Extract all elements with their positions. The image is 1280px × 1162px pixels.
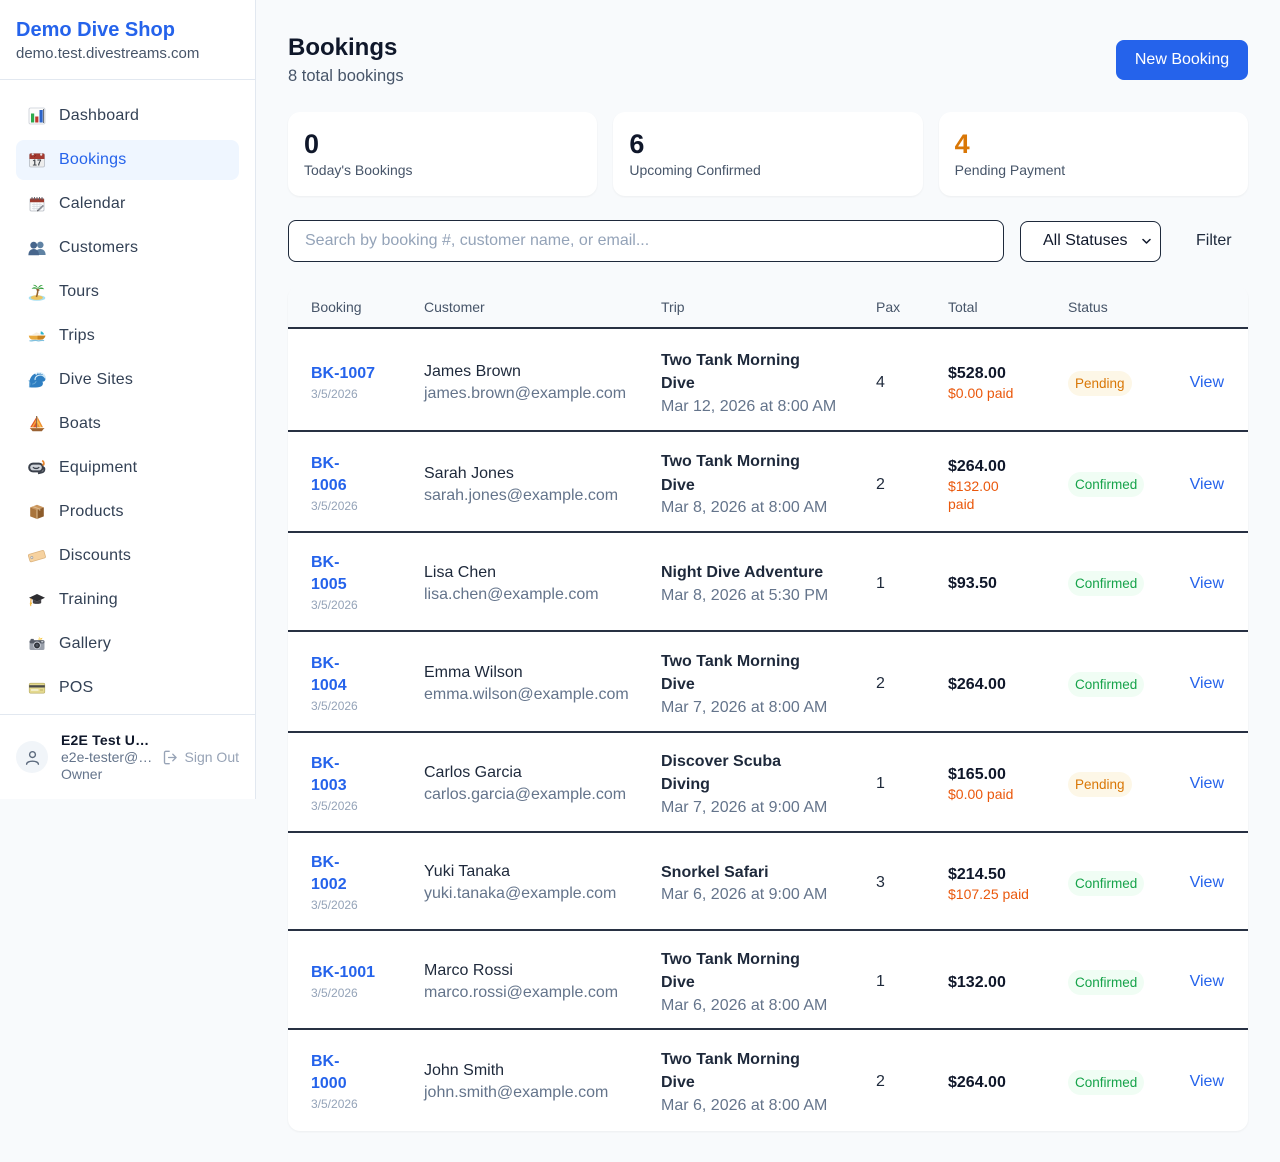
svg-text:17: 17 bbox=[32, 159, 42, 168]
